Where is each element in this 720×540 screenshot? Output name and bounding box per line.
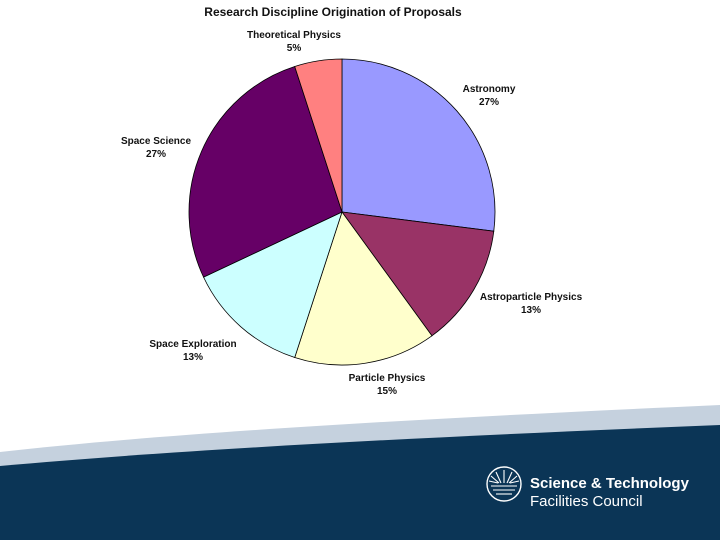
slice-label-theoretical-physics: Theoretical Physics: [247, 30, 341, 41]
slice-value-astronomy: 27%: [479, 97, 499, 108]
slice-label-astroparticle-physics: Astroparticle Physics: [480, 292, 583, 303]
slice-value-astroparticle-physics: 13%: [521, 305, 541, 316]
logo-name-line2: Facilities Council: [530, 493, 643, 510]
slice-label-space-science: Space Science: [121, 136, 191, 147]
slice-value-particle-physics: 15%: [377, 386, 397, 397]
slice-label-astronomy: Astronomy: [463, 84, 516, 95]
pie-slice-space-exploration: [203, 211, 343, 359]
slice-label-particle-physics: Particle Physics: [349, 373, 426, 384]
pie-slice-space-science: [188, 65, 343, 278]
pie-labels: Astronomy 27% Astroparticle Physics 13% Part…: [121, 30, 583, 397]
pie-slice-theoretical-physics: [294, 58, 343, 213]
slice-value-theoretical-physics: 5%: [287, 43, 302, 54]
slice-value-space-exploration: 13%: [183, 352, 203, 363]
slice-value-space-science: 27%: [146, 149, 166, 160]
logo-name-line1: Science & Technology: [530, 475, 690, 492]
chart-title: Research Discipline Origination of Propo…: [204, 5, 462, 19]
slice-label-space-exploration: Space Exploration: [149, 339, 236, 350]
pie-chart: [188, 58, 496, 366]
pie-slice-astroparticle-physics: [341, 211, 495, 337]
pie-slice-astronomy: [341, 58, 496, 232]
pie-slice-particle-physics: [294, 211, 433, 366]
footer-band: [0, 425, 720, 540]
sunburst-logo-icon: [486, 466, 522, 502]
